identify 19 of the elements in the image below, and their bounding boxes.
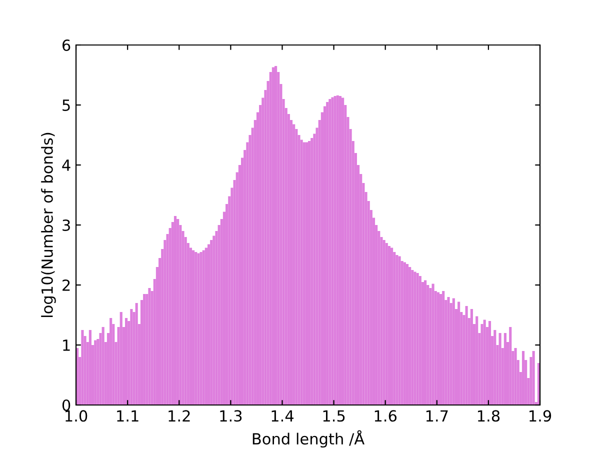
x-tick-label: 1.2: [168, 410, 190, 422]
y-tick-label: 1: [63, 340, 70, 351]
y-tick-label: 3: [62, 219, 70, 232]
y-tick-label: 5: [62, 100, 70, 112]
x-tick-label: 1.4: [272, 410, 294, 422]
x-tick-label: 1.6: [374, 410, 397, 422]
x-tick-label: 1.9: [530, 410, 552, 422]
y-tick-label: 0: [62, 399, 70, 412]
x-axis-title: Bond length /Å: [252, 430, 364, 448]
y-tick-label: 6: [62, 39, 70, 52]
x-tick-label: 1.8: [478, 410, 500, 422]
x-tick-label: 1.1: [117, 410, 138, 422]
y-tick-label: 4: [62, 160, 70, 171]
x-tick-label: 1.5: [323, 410, 345, 422]
x-tick-label: 1.3: [220, 410, 242, 422]
x-tick-label: 1.0: [66, 410, 88, 422]
y-tick-label: 2: [62, 279, 70, 291]
x-tick-label: 1.7: [426, 410, 448, 422]
y-axis-title: log10(Number of bonds): [41, 132, 56, 317]
